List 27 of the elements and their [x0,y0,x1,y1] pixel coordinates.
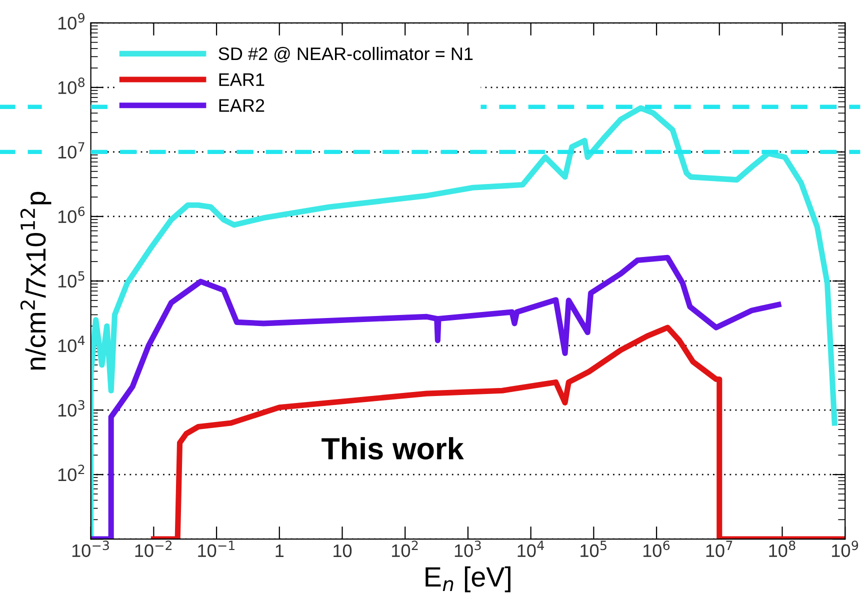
x-tick-label: 10$^{−2}$ [135,540,172,558]
legend-label: SD #2 @ NEAR-collimator = N1 [218,46,473,62]
y-tick-label: 10$^{5}$ [58,271,84,288]
y-tick-label: 10$^{2}$ [58,464,84,482]
x-tick-label: 10 [334,544,352,558]
y-tick-label: 10$^{3}$ [58,400,84,417]
legend-label: EAR2 [219,99,264,112]
x-tick-label: 10$^{7}$ [706,540,732,558]
legend-label: EAR1 [219,73,264,86]
x-tick-label: 10$^{8}$ [769,540,796,558]
y-axis-title: n/cm$^{2}$/7x10$^{12}$p [20,192,52,370]
x-tick-label: 1 [276,544,284,558]
y-tick-label: 10$^{6}$ [58,206,85,224]
y-tick-label: 10$^{8}$ [58,78,85,94]
y-tick-label: 10$^{4}$ [58,336,85,352]
x-tick-label: 10$^{2}$ [392,540,418,558]
x-tick-label: 10$^{5}$ [580,540,606,558]
x-axis-title: E$_{n}$ [eV] [426,566,510,592]
x-tick-label: 10$^{6}$ [643,540,670,558]
x-tick-label: 10$^{−3}$ [72,540,109,558]
annotation: This work [322,437,464,460]
x-tick-label: 10$^{4}$ [518,540,544,558]
x-tick-label: 10$^{9}$ [832,540,858,558]
y-tick-label: 10$^{9}$ [58,13,84,30]
x-tick-label: 10$^{−1}$ [198,540,234,558]
y-tick-label: 10$^{7}$ [58,142,84,159]
x-tick-label: 10$^{3}$ [454,540,481,558]
